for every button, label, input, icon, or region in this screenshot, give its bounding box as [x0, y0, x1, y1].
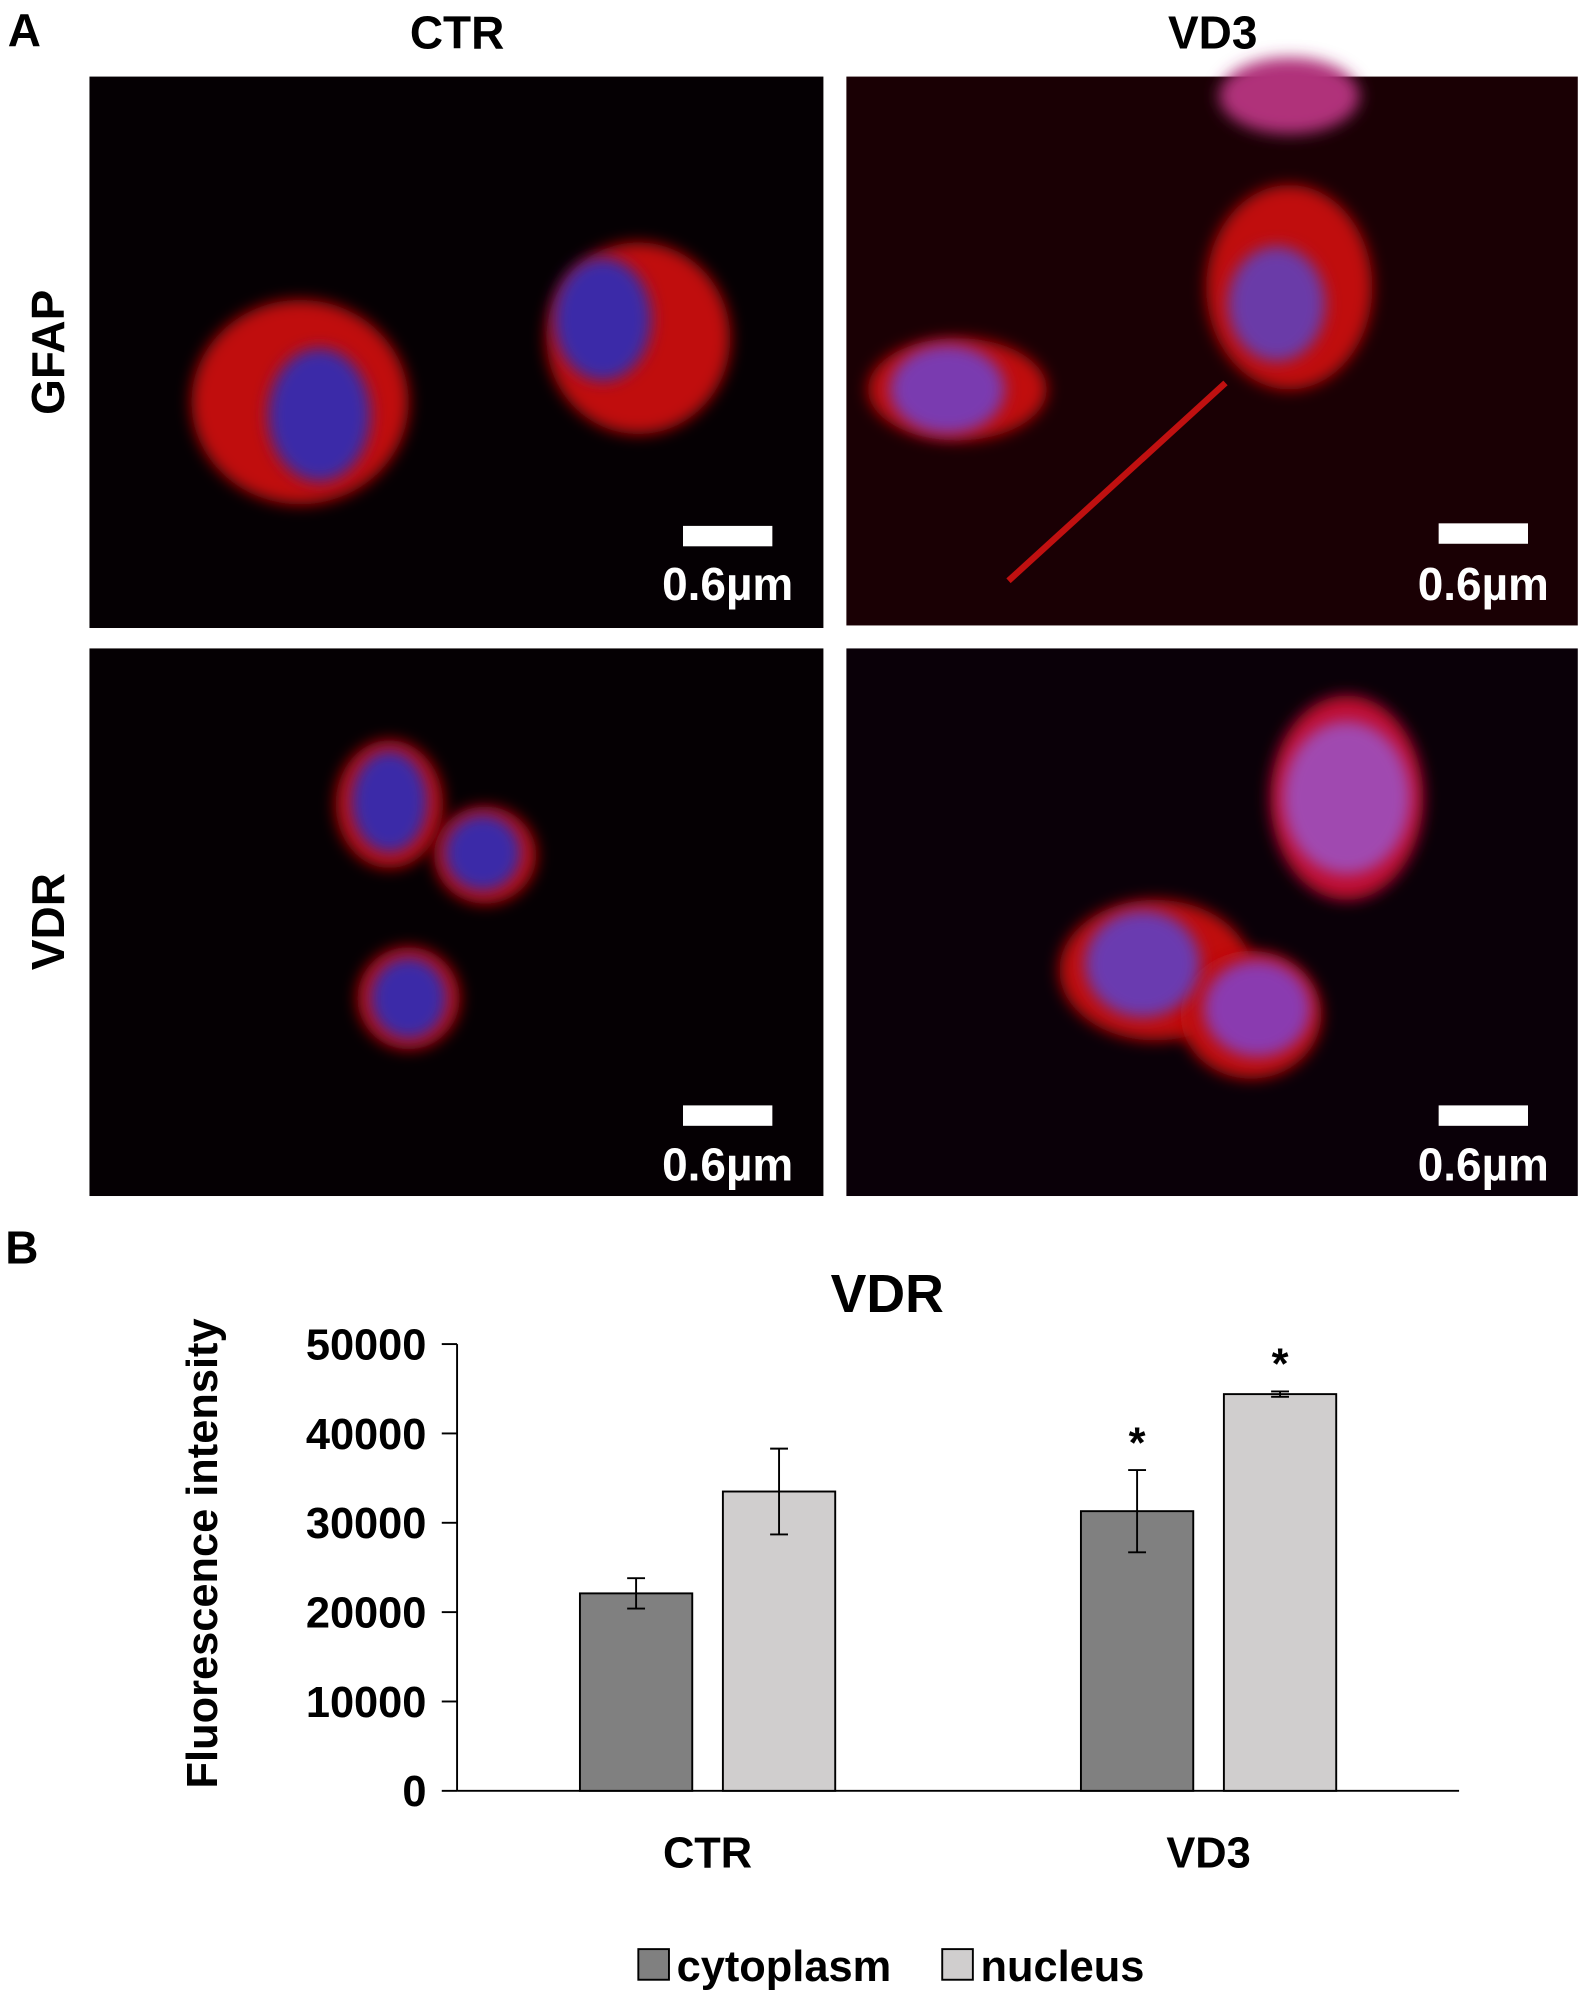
x-tick-label: CTR — [663, 1829, 752, 1877]
column-title: VD3 — [1168, 7, 1257, 59]
error-bar — [1128, 1469, 1147, 1554]
significance-label: * — [1129, 1419, 1146, 1467]
column-title: CTR — [410, 7, 504, 59]
micrograph: 0.6µm — [846, 57, 1578, 626]
micrograph: 0.6µm — [89, 648, 824, 1197]
scale-bar-label: 0.6µm — [1418, 1139, 1549, 1191]
bar — [721, 1490, 837, 1792]
significance-label: * — [1272, 1341, 1289, 1389]
error-bar — [627, 1577, 646, 1610]
y-tick-label: 10000 — [306, 1679, 427, 1727]
y-axis-label: Fluorescence intensity — [179, 1318, 227, 1788]
y-tick-label: 50000 — [306, 1321, 427, 1369]
y-tick-label: 20000 — [306, 1589, 427, 1637]
legend-swatch — [637, 1948, 670, 1981]
error-bar — [1271, 1390, 1289, 1398]
x-tick-label: VD3 — [1166, 1829, 1250, 1877]
chart-title: VDR — [831, 1264, 944, 1324]
legend-label: cytoplasm — [677, 1943, 892, 1991]
scale-bar-label: 0.6µm — [662, 1139, 793, 1191]
legend-label: nucleus — [981, 1943, 1145, 1991]
bar — [578, 1592, 694, 1792]
y-tick-label: 30000 — [306, 1500, 427, 1548]
error-bar — [770, 1447, 788, 1536]
y-tick-label: 40000 — [306, 1411, 427, 1459]
micrograph: 0.6µm — [89, 76, 824, 629]
legend-swatch — [941, 1948, 974, 1981]
panel-label: B — [5, 1222, 38, 1274]
y-tick-label: 0 — [402, 1768, 426, 1816]
row-title: GFAP — [22, 290, 74, 415]
scale-bar-label: 0.6µm — [662, 558, 793, 610]
panel-label: A — [8, 4, 41, 56]
bar — [1222, 1393, 1338, 1792]
micrograph: 0.6µm — [846, 648, 1578, 1197]
scale-bar-label: 0.6µm — [1418, 558, 1549, 610]
bar — [1079, 1510, 1195, 1792]
row-title: VDR — [22, 873, 74, 970]
